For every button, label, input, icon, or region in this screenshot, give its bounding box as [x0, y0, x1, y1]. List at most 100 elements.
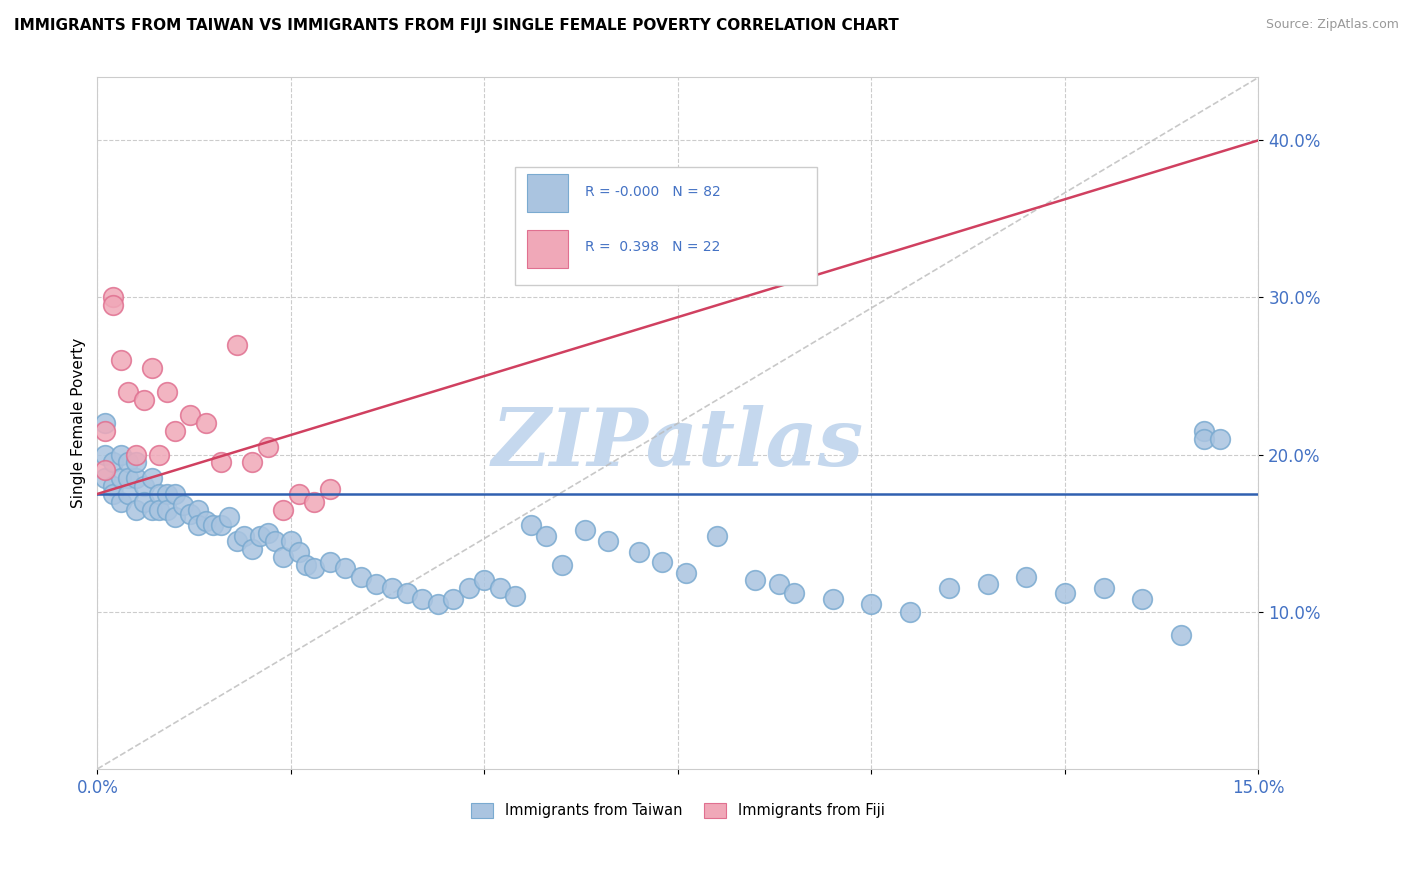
Point — [411, 592, 433, 607]
Point — [125, 471, 148, 485]
Point — [302, 561, 325, 575]
Point — [132, 479, 155, 493]
Text: Source: ZipAtlas.com: Source: ZipAtlas.com — [1265, 18, 1399, 31]
Point — [768, 576, 790, 591]
Point — [520, 518, 543, 533]
Point — [489, 581, 512, 595]
Point — [1053, 586, 1076, 600]
Point — [474, 574, 496, 588]
Point — [156, 502, 179, 516]
Point — [110, 448, 132, 462]
Text: ZIPatlas: ZIPatlas — [492, 405, 863, 483]
Point — [225, 337, 247, 351]
Point — [287, 487, 309, 501]
Point — [898, 605, 921, 619]
Point — [821, 592, 844, 607]
Point — [441, 592, 464, 607]
Point — [458, 581, 481, 595]
Point — [101, 290, 124, 304]
Point — [574, 523, 596, 537]
Point — [333, 561, 356, 575]
Point — [302, 495, 325, 509]
Point — [651, 554, 673, 568]
Point — [209, 518, 232, 533]
Point — [628, 545, 651, 559]
Point — [179, 409, 201, 423]
Point — [240, 541, 263, 556]
Point — [1209, 432, 1232, 446]
Point — [240, 455, 263, 469]
Point — [141, 471, 163, 485]
Point — [1015, 570, 1038, 584]
Text: R = -0.000   N = 82: R = -0.000 N = 82 — [585, 185, 721, 199]
Point — [783, 586, 806, 600]
Point — [364, 576, 387, 591]
Point — [349, 570, 371, 584]
Point — [520, 244, 543, 258]
Point — [132, 392, 155, 407]
Point — [110, 495, 132, 509]
Point — [380, 581, 402, 595]
Point — [280, 534, 302, 549]
Point — [1194, 424, 1216, 438]
Point — [163, 487, 186, 501]
Point — [202, 518, 225, 533]
Point — [117, 384, 139, 399]
Point — [163, 510, 186, 524]
Point — [426, 597, 449, 611]
Point — [132, 495, 155, 509]
Point — [706, 529, 728, 543]
Point — [194, 416, 217, 430]
Point — [264, 534, 287, 549]
FancyBboxPatch shape — [527, 229, 568, 268]
Point — [287, 545, 309, 559]
Point — [94, 416, 117, 430]
Point — [209, 455, 232, 469]
Point — [125, 502, 148, 516]
Point — [976, 576, 998, 591]
Point — [141, 361, 163, 376]
Point — [1194, 432, 1216, 446]
Point — [1092, 581, 1115, 595]
Legend: Immigrants from Taiwan, Immigrants from Fiji: Immigrants from Taiwan, Immigrants from … — [465, 797, 890, 824]
Point — [179, 508, 201, 522]
FancyBboxPatch shape — [527, 174, 568, 212]
Point — [536, 529, 558, 543]
Point — [1130, 592, 1153, 607]
Point — [256, 526, 278, 541]
Point — [141, 502, 163, 516]
Point — [101, 487, 124, 501]
Point — [225, 534, 247, 549]
Point — [187, 518, 209, 533]
Point — [860, 597, 883, 611]
Point — [94, 471, 117, 485]
Point — [94, 424, 117, 438]
Point — [271, 502, 294, 516]
Point — [256, 440, 278, 454]
Point — [156, 384, 179, 399]
Point — [675, 566, 697, 580]
Point — [233, 529, 256, 543]
Point — [163, 424, 186, 438]
Point — [148, 448, 170, 462]
Text: IMMIGRANTS FROM TAIWAN VS IMMIGRANTS FROM FIJI SINGLE FEMALE POVERTY CORRELATION: IMMIGRANTS FROM TAIWAN VS IMMIGRANTS FRO… — [14, 18, 898, 33]
Y-axis label: Single Female Poverty: Single Female Poverty — [72, 338, 86, 508]
Point — [744, 574, 766, 588]
Point — [148, 502, 170, 516]
Point — [117, 471, 139, 485]
Point — [505, 589, 527, 603]
Point — [395, 586, 418, 600]
Point — [156, 487, 179, 501]
Point — [551, 558, 574, 572]
Point — [101, 455, 124, 469]
Point — [172, 498, 194, 512]
Point — [94, 463, 117, 477]
Point — [101, 479, 124, 493]
Point — [148, 487, 170, 501]
Point — [271, 549, 294, 564]
Text: R =  0.398   N = 22: R = 0.398 N = 22 — [585, 240, 720, 254]
Point — [125, 455, 148, 469]
Point — [938, 581, 960, 595]
Point — [194, 514, 217, 528]
Point — [318, 482, 340, 496]
